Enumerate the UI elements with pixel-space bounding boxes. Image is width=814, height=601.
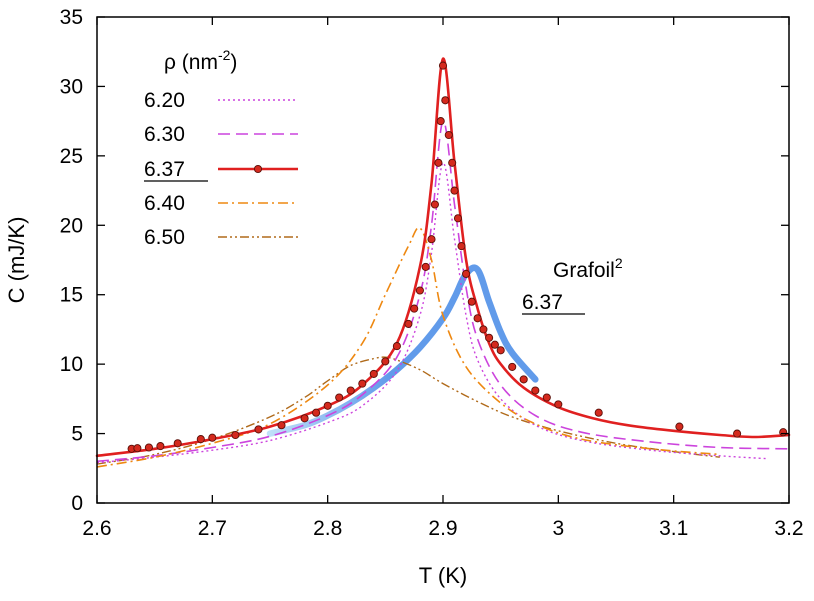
data-point [421, 262, 430, 271]
data-point [479, 325, 488, 334]
legend-label: 6.20 [144, 89, 185, 112]
x-axis-label: T (K) [419, 563, 467, 588]
marker-layer [127, 61, 788, 453]
data-point [496, 346, 505, 355]
data-point [473, 314, 482, 323]
data-point [675, 422, 684, 431]
data-point [173, 439, 182, 448]
data-point [438, 61, 448, 70]
y-tick-label: 5 [71, 423, 83, 446]
data-point [462, 269, 471, 278]
y-tick-label: 15 [60, 284, 83, 307]
data-point [519, 375, 528, 384]
x-tick-label: 2.6 [82, 517, 111, 540]
data-point [381, 357, 390, 366]
legend-label: 6.50 [144, 226, 185, 249]
x-tick-label: 2.7 [198, 517, 227, 540]
grafoil-label: Grafoil2 [553, 255, 623, 282]
y-tick-label: 10 [60, 353, 83, 376]
y-tick-label: 20 [60, 214, 83, 237]
data-point [231, 430, 240, 440]
data-point [369, 369, 378, 378]
data-point [415, 286, 424, 295]
series-line-6-50 [96, 356, 720, 465]
data-point [508, 362, 517, 371]
data-point [434, 158, 443, 167]
x-tick-label: 3.2 [774, 517, 803, 540]
data-point [208, 433, 217, 442]
tick-layer: 2.6 2.7 2.8 2.9 3 3.1 3.2 0 5 10 15 20 25 30 35 [60, 6, 804, 540]
data-point [427, 235, 436, 244]
data-point [457, 242, 466, 251]
x-tick-label: 3 [552, 517, 564, 540]
plot-frame [96, 16, 790, 504]
data-point [733, 429, 742, 438]
data-point [430, 200, 439, 209]
data-point [404, 319, 413, 328]
legend-label: 6.37 [144, 158, 185, 181]
data-point [346, 386, 355, 395]
series-line-6-30 [96, 120, 790, 463]
series-line-6-20 [96, 162, 766, 464]
data-point [444, 130, 453, 140]
grafoil-entry-label: 6.37 [522, 291, 563, 314]
x-tick-label: 2.8 [313, 517, 342, 540]
data-point [277, 421, 286, 430]
data-point [453, 214, 463, 223]
data-point [144, 443, 153, 452]
y-tick-label: 30 [60, 75, 83, 98]
data-point [594, 408, 603, 417]
series-line-grafoil-6-37 [266, 264, 539, 437]
data-point [335, 393, 344, 402]
data-point [554, 400, 563, 409]
series-line-6-40 [96, 226, 720, 468]
legend-label: 6.30 [144, 123, 185, 146]
data-point [779, 428, 788, 437]
data-point [485, 333, 494, 342]
data-point [156, 442, 165, 451]
y-tick-label: 0 [71, 492, 83, 515]
y-tick-label: 25 [60, 145, 83, 168]
data-point [448, 158, 457, 167]
data-point [490, 340, 499, 349]
data-point [542, 393, 551, 402]
data-point [436, 117, 445, 126]
data-point [312, 408, 321, 417]
data-point [254, 425, 263, 434]
data-point [410, 304, 419, 313]
data-point [323, 401, 332, 410]
legend-label: 6.40 [144, 192, 185, 215]
x-tick-label: 2.9 [428, 517, 457, 540]
data-point [196, 435, 205, 444]
data-point [531, 386, 540, 395]
y-tick-label: 35 [60, 6, 83, 29]
legend-marker [253, 164, 263, 174]
data-point [467, 297, 476, 306]
x-tick-label: 3.1 [659, 517, 688, 540]
legend-title: ρ (nm-2) [164, 47, 237, 74]
data-point [450, 186, 459, 195]
data-point [300, 414, 309, 423]
data-point [441, 96, 450, 105]
data-point [358, 379, 367, 388]
data-point [392, 342, 401, 351]
data-point [133, 444, 142, 453]
legend: ρ (nm-2) 6.20 6.30 6.37 6.40 6.50 Grafoil2 6.37 [144, 47, 686, 315]
y-axis-label: C (mJ/K) [4, 217, 29, 304]
